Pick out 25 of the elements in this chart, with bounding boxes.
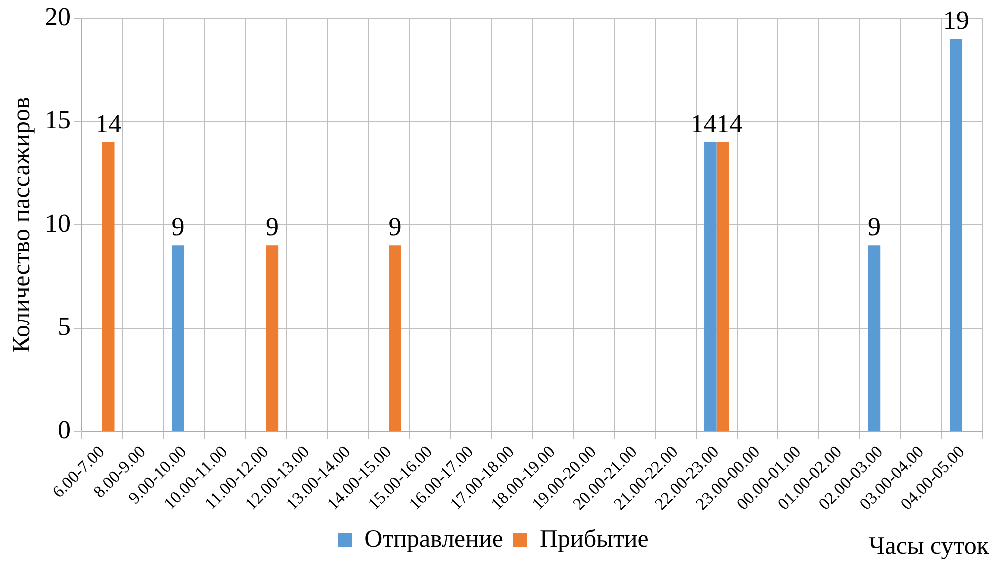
bar: [102, 142, 115, 431]
y-tick-label: 15: [45, 106, 71, 135]
y-tick-label: 5: [58, 312, 71, 342]
data-label: 14: [690, 109, 717, 138]
bar: [704, 142, 717, 431]
bar: [389, 246, 402, 431]
x-axis-title: Часы суток: [869, 533, 989, 561]
data-label: 9: [266, 212, 279, 242]
data-label: 14: [96, 109, 122, 138]
bar: [266, 246, 279, 431]
legend-label: Прибытие: [540, 526, 649, 554]
data-label: 9: [172, 212, 185, 242]
data-label: 14: [716, 109, 743, 138]
bar: [950, 39, 963, 431]
data-label: 9: [388, 212, 402, 242]
data-label: 19: [943, 6, 970, 36]
y-tick-label: 10: [45, 208, 71, 238]
bar: [716, 142, 730, 431]
bar: [172, 246, 184, 431]
data-label: 9: [868, 212, 881, 242]
y-tick-label: 20: [45, 2, 71, 32]
legend-label: Отправление: [364, 526, 504, 554]
y-tick-label: 0: [58, 415, 71, 444]
y-axis-title: Количество пассажиров: [8, 97, 36, 353]
bar: [868, 246, 881, 431]
